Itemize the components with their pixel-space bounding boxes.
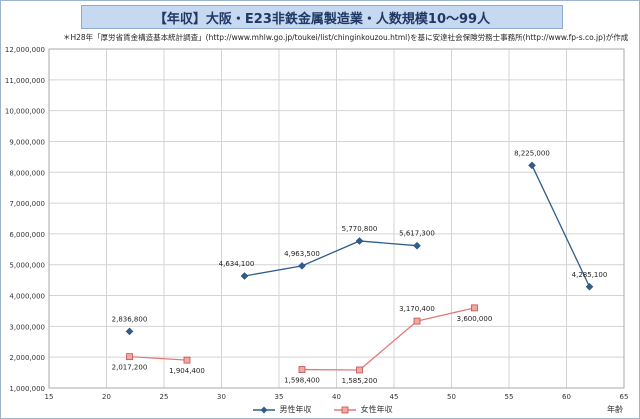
male-data-label: 5,770,800 <box>342 225 378 233</box>
legend: 男性年収 女性年収 <box>253 404 413 416</box>
y-tick-label: 2,000,000 <box>9 354 45 362</box>
female-data-point <box>126 353 133 361</box>
legend-swatch-male <box>253 406 275 414</box>
legend-item-female: 女性年収 <box>334 404 393 415</box>
male-data-label: 4,634,100 <box>219 260 255 268</box>
male-series-line <box>244 240 418 277</box>
x-tick-label: 40 <box>332 393 341 401</box>
x-tick-label: 30 <box>217 393 226 401</box>
male-data-point <box>528 161 536 170</box>
x-axis-title: 年齢 <box>607 405 623 414</box>
male-data-label: 5,617,300 <box>399 230 435 238</box>
legend-item-male: 男性年収 <box>253 404 312 415</box>
male-data-point <box>355 237 364 245</box>
legend-label-male: 男性年収 <box>279 405 312 414</box>
female-data-point <box>356 366 363 374</box>
male-data-label: 8,225,000 <box>514 149 550 157</box>
x-tick-label: 45 <box>390 393 399 401</box>
plot-border <box>48 48 625 389</box>
chart-title: 【年収】大阪・E23非鉄金属製造業・人数規模10〜99人 <box>153 12 491 27</box>
female-data-point <box>183 356 191 364</box>
y-tick-label: 5,000,000 <box>9 262 45 270</box>
female-data-label: 1,585,200 <box>342 377 378 385</box>
female-series-line <box>301 307 475 371</box>
female-data-point <box>298 366 306 373</box>
x-tick-label: 25 <box>160 393 169 401</box>
female-data-label: 2,017,200 <box>112 364 148 372</box>
legend-label-female: 女性年収 <box>360 405 393 414</box>
male-data-point <box>585 282 594 291</box>
x-tick-label: 15 <box>45 393 54 401</box>
legend-swatch-female <box>334 406 357 414</box>
x-tick-label: 20 <box>102 393 111 401</box>
female-data-point <box>413 317 421 325</box>
y-tick-label: 9,000,000 <box>9 138 45 146</box>
male-data-point <box>125 327 134 336</box>
male-series-line <box>531 165 591 288</box>
female-data-point <box>471 304 478 312</box>
female-data-label: 3,600,000 <box>457 315 493 323</box>
x-tick-label: 60 <box>562 393 571 401</box>
female-data-label: 3,170,400 <box>399 305 435 313</box>
male-data-point <box>240 272 249 280</box>
female-data-label: 1,598,400 <box>284 377 320 385</box>
x-tick-label: 35 <box>275 393 284 401</box>
x-tick-label: 65 <box>620 393 629 401</box>
male-data-label: 4,285,100 <box>572 271 608 279</box>
y-tick-label: 12,000,000 <box>5 46 45 54</box>
y-tick-label: 4,000,000 <box>9 293 45 301</box>
male-data-point <box>298 261 306 270</box>
male-data-label: 2,836,800 <box>112 315 148 323</box>
title-box: 【年収】大阪・E23非鉄金属製造業・人数規模10〜99人 <box>81 5 563 29</box>
chart-source-note: ＊H28年「厚労省賃金構造基本統計調査」(http://www.mhlw.go.… <box>63 33 629 42</box>
y-tick-label: 1,000,000 <box>9 385 45 393</box>
y-tick-label: 10,000,000 <box>5 108 45 116</box>
y-tick-label: 3,000,000 <box>9 323 45 331</box>
y-tick-label: 7,000,000 <box>9 200 45 208</box>
x-tick-label: 55 <box>505 393 514 401</box>
y-tick-label: 6,000,000 <box>9 231 45 239</box>
male-data-label: 4,963,500 <box>284 250 320 258</box>
female-series-line <box>129 356 188 361</box>
female-data-label: 1,904,400 <box>169 367 205 375</box>
male-data-point <box>413 241 421 250</box>
x-tick-label: 50 <box>447 393 456 401</box>
y-tick-label: 8,000,000 <box>9 169 45 177</box>
y-tick-label: 11,000,000 <box>5 77 45 85</box>
